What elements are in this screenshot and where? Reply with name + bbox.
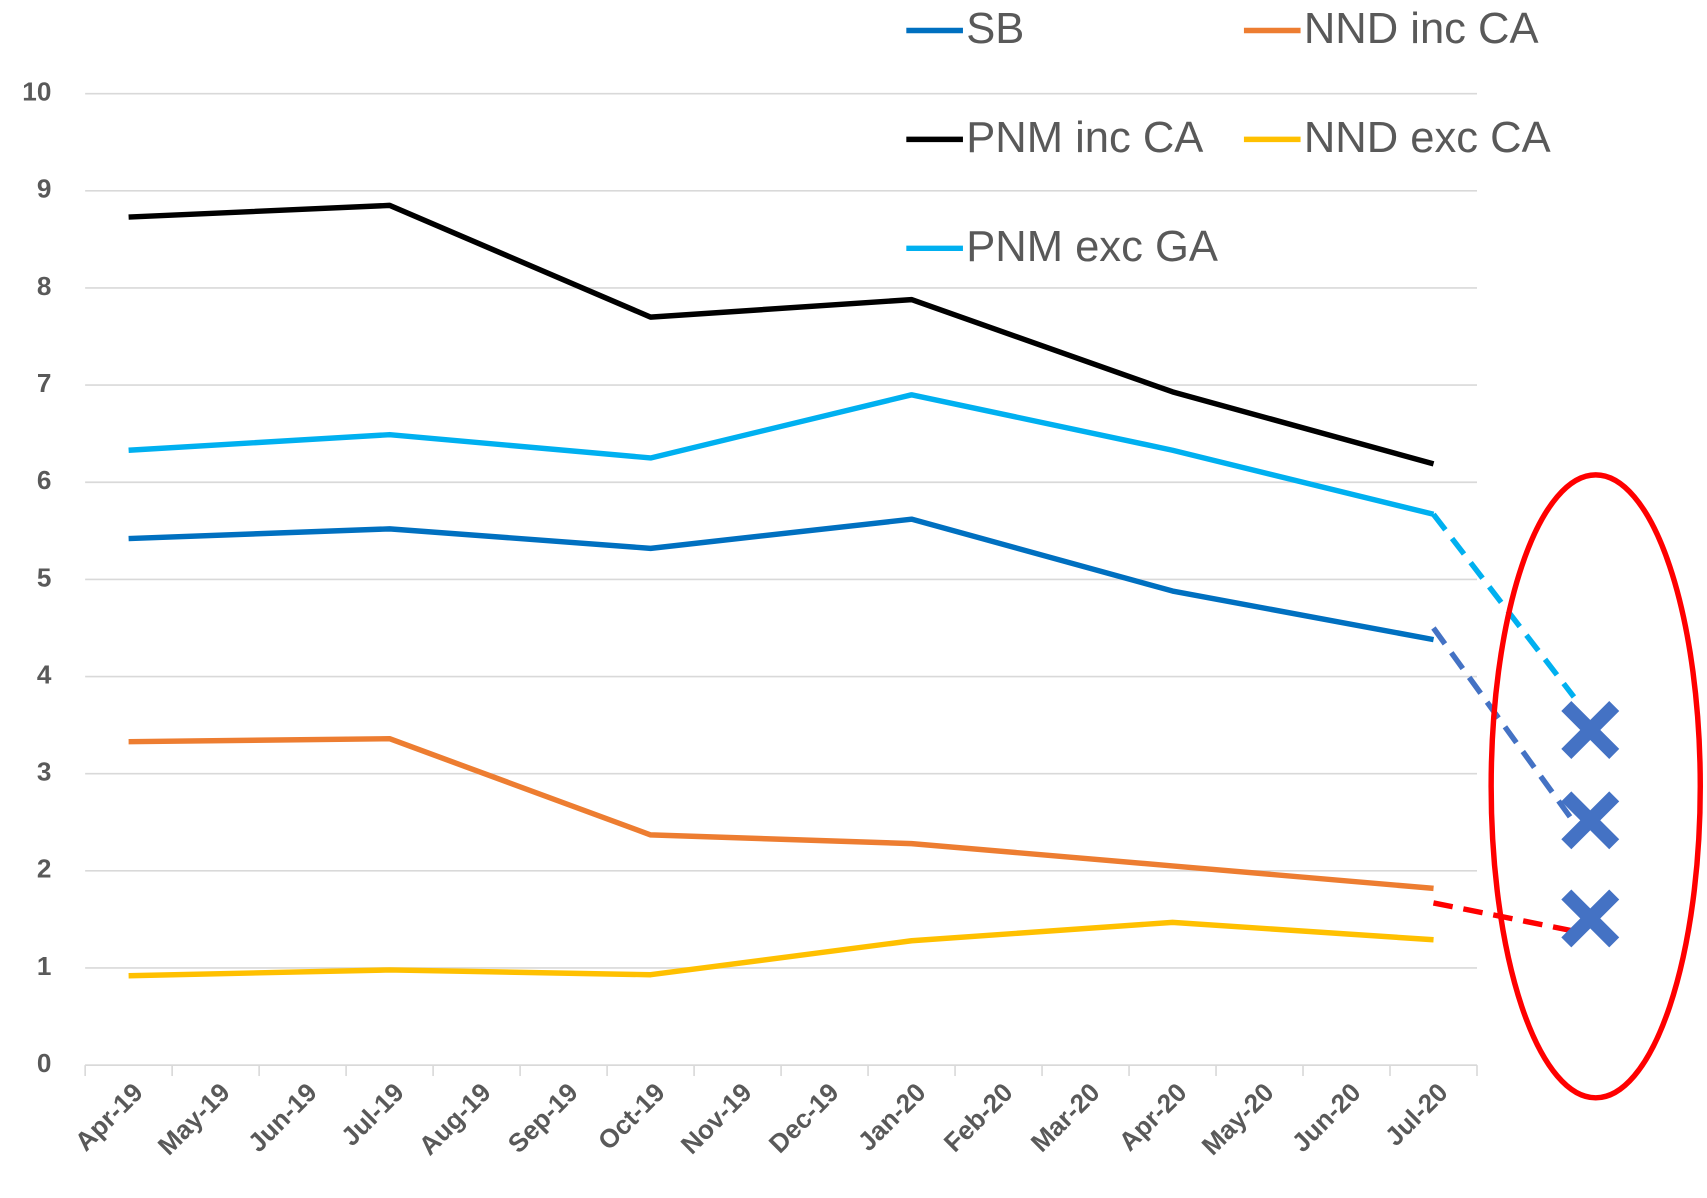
y-tick-label: 5 (37, 562, 52, 592)
y-tick-label: 3 (37, 757, 52, 787)
x-tick-label: Jun-19 (242, 1077, 323, 1158)
x-tick-label: Mar-20 (1025, 1077, 1106, 1158)
legend-label: PNM exc GA (966, 223, 1218, 271)
y-tick-label: 7 (37, 368, 52, 398)
x-tick-label: Oct-19 (592, 1077, 671, 1156)
y-tick-label: 9 (37, 174, 52, 204)
x-tick-label: Dec-19 (763, 1077, 845, 1159)
series-line (128, 919, 1434, 979)
x-tick-label: Jan-20 (852, 1077, 932, 1157)
y-tick-label: 2 (37, 854, 52, 884)
x-tick-label: Sep-19 (502, 1077, 584, 1159)
legend-label: NND inc CA (1304, 5, 1539, 53)
x-tick-label: Nov-19 (675, 1077, 758, 1160)
projection-marker (1561, 791, 1620, 850)
y-tick-label: 8 (37, 271, 52, 301)
series-line (128, 516, 1435, 643)
legend-label: NND exc CA (1304, 114, 1551, 162)
plot-layer: 0 1 2 3 4 5 6 7 8 9 10 Apr-19 May-19 Jun-19 Jul-19 Aug-… (22, 5, 1620, 1161)
x-tick-label: Jul-20 (1379, 1077, 1454, 1152)
projection-marker (1561, 889, 1620, 948)
series-line (128, 202, 1435, 467)
y-tick-label: 6 (37, 465, 52, 495)
x-tick-label: May-19 (152, 1077, 236, 1161)
y-tick-label: 1 (37, 951, 52, 981)
legend-label: SB (966, 5, 1024, 53)
series-line (128, 392, 1435, 517)
series-line (128, 736, 1434, 892)
projection-line (1432, 900, 1575, 934)
x-tick-label: Apr-20 (1113, 1077, 1193, 1157)
x-tick-label: Jul-19 (335, 1077, 410, 1152)
x-tick-label: May-20 (1196, 1077, 1280, 1161)
y-tick-label: 10 (22, 77, 51, 107)
highlight-ellipse (1488, 472, 1703, 1101)
x-tick-label: Jun-20 (1286, 1077, 1367, 1158)
projection-line (1431, 626, 1577, 824)
x-tick-label: Feb-20 (938, 1077, 1019, 1158)
y-tick-label: 0 (37, 1048, 52, 1078)
x-tick-label: Aug-19 (413, 1077, 497, 1161)
x-tick-label: Apr-19 (69, 1077, 149, 1157)
y-tick-label: 4 (37, 659, 52, 689)
legend-label: PNM inc CA (966, 114, 1203, 162)
projection-line (1431, 512, 1577, 699)
projection-marker (1561, 701, 1620, 759)
